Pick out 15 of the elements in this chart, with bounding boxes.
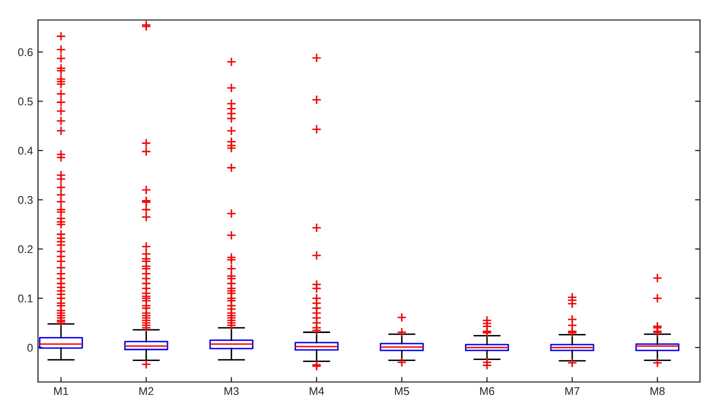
- y-tick-label: 0: [27, 344, 33, 352]
- y-tick-label: 0.6: [18, 48, 33, 56]
- x-tick-label: M8: [650, 387, 665, 396]
- x-tick-label: M7: [565, 387, 580, 395]
- y-tick-label: 0.4: [18, 146, 33, 155]
- x-tick-label: M3: [224, 387, 239, 396]
- x-tick-label: M1: [54, 387, 68, 395]
- y-tick-label: 0.1: [18, 294, 33, 302]
- y-tick-label: 0.5: [18, 98, 33, 106]
- y-tick-label: 0.3: [18, 196, 33, 204]
- x-tick-label: M5: [394, 387, 410, 396]
- x-tick-label: M2: [139, 387, 154, 395]
- x-tick-label: M6: [480, 387, 494, 396]
- x-tick-label: M4: [310, 387, 324, 395]
- y-tick-label: 0.2: [18, 245, 33, 254]
